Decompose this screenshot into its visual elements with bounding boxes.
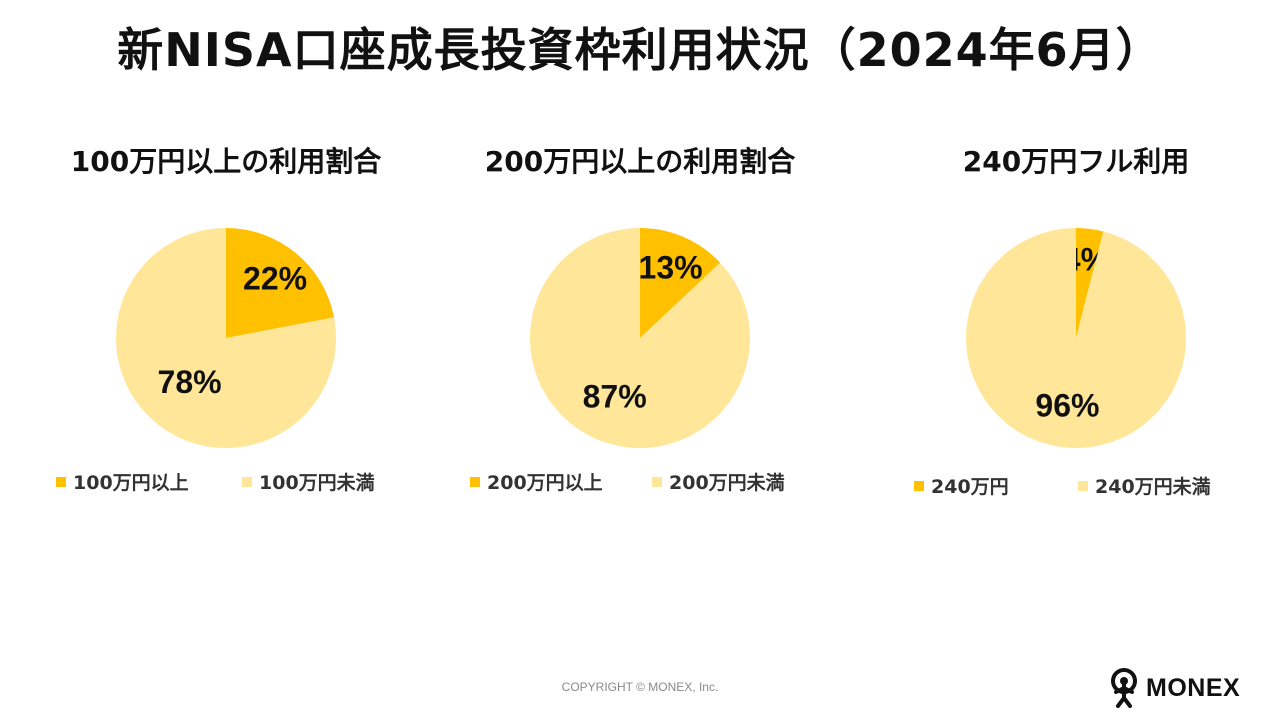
legend-swatch — [914, 480, 924, 491]
chart-legend: 100万円以上 100万円未満 — [16, 468, 436, 498]
legend-item: 200万円以上 — [470, 468, 603, 495]
data-label: 13% — [639, 249, 703, 285]
legend-item: 100万円未満 — [242, 468, 375, 495]
chart-panel-2: 200万円以上の利用割合 13% 87% 200万円以上 200万円未満 — [430, 140, 850, 510]
legend-label: 240万円 — [931, 476, 1009, 498]
legend-label: 200万円以上 — [487, 472, 603, 494]
brand-logo: MONEX — [1108, 668, 1240, 708]
data-label: 22% — [243, 261, 307, 297]
legend-swatch — [56, 476, 66, 487]
pie-slice — [640, 228, 721, 338]
legend-item: 240万円 — [914, 472, 1009, 499]
legend-item: 200万円未満 — [652, 468, 785, 495]
legend-label: 200万円未満 — [669, 472, 785, 494]
legend-swatch — [242, 476, 252, 487]
chart-title: 240万円フル利用 — [962, 145, 1190, 178]
legend-item: 240万円未満 — [1078, 472, 1211, 499]
chart-title: 200万円以上の利用割合 — [484, 145, 796, 178]
chart-panel-1: 100万円以上の利用割合 22% 78% 100万円以上 100万円未満 — [16, 140, 436, 510]
legend-label: 100万円以上 — [73, 472, 189, 494]
pie-chart-1: 22% 78% — [115, 228, 337, 448]
chart-panel-3: 240万円フル利用 4% 96% 240万円 240万円未満 — [866, 140, 1280, 510]
pie-slice — [115, 228, 337, 448]
pie-slice — [1076, 228, 1104, 338]
pie-slice — [966, 228, 1186, 448]
monex-logo-icon — [1111, 668, 1137, 708]
pie-chart-3: 4%96% — [966, 228, 1186, 448]
chart-legend: 240万円 240万円未満 — [866, 468, 1280, 498]
chart-title: 100万円以上の利用割合 — [70, 145, 382, 178]
chart-legend: 200万円以上 200万円未満 — [430, 468, 850, 498]
legend-label: 240万円未満 — [1095, 476, 1211, 498]
page-title: 新NISA口座成長投資枠利用状況（2024年6月） — [117, 23, 1163, 77]
data-label: 96% — [1035, 388, 1099, 424]
legend-swatch — [652, 476, 662, 487]
pie-slice — [530, 227, 750, 448]
legend-label: 100万円未満 — [259, 472, 375, 494]
pie-chart-2: 13% 87% — [530, 227, 750, 448]
legend-swatch — [470, 476, 480, 487]
data-label: 87% — [583, 379, 647, 415]
brand-name: MONEX — [1146, 673, 1241, 702]
copyright-text: COPYRIGHT © MONEX, Inc. — [561, 680, 719, 694]
legend-swatch — [1078, 480, 1088, 491]
data-label: 78% — [158, 364, 222, 400]
pie-slice — [226, 228, 335, 338]
legend-item: 100万円以上 — [56, 468, 189, 495]
